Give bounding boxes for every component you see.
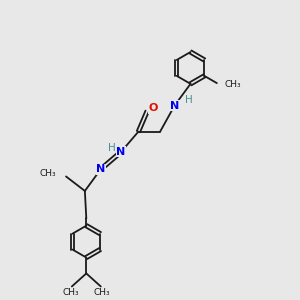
Text: O: O xyxy=(148,103,158,113)
Text: H: H xyxy=(184,95,192,105)
Text: CH₃: CH₃ xyxy=(62,288,79,297)
Text: N: N xyxy=(170,100,179,110)
Text: N: N xyxy=(116,147,126,157)
Text: H: H xyxy=(109,142,116,152)
Text: N: N xyxy=(96,164,105,174)
Text: CH₃: CH₃ xyxy=(94,288,110,297)
Text: CH₃: CH₃ xyxy=(225,80,242,89)
Text: CH₃: CH₃ xyxy=(39,169,56,178)
